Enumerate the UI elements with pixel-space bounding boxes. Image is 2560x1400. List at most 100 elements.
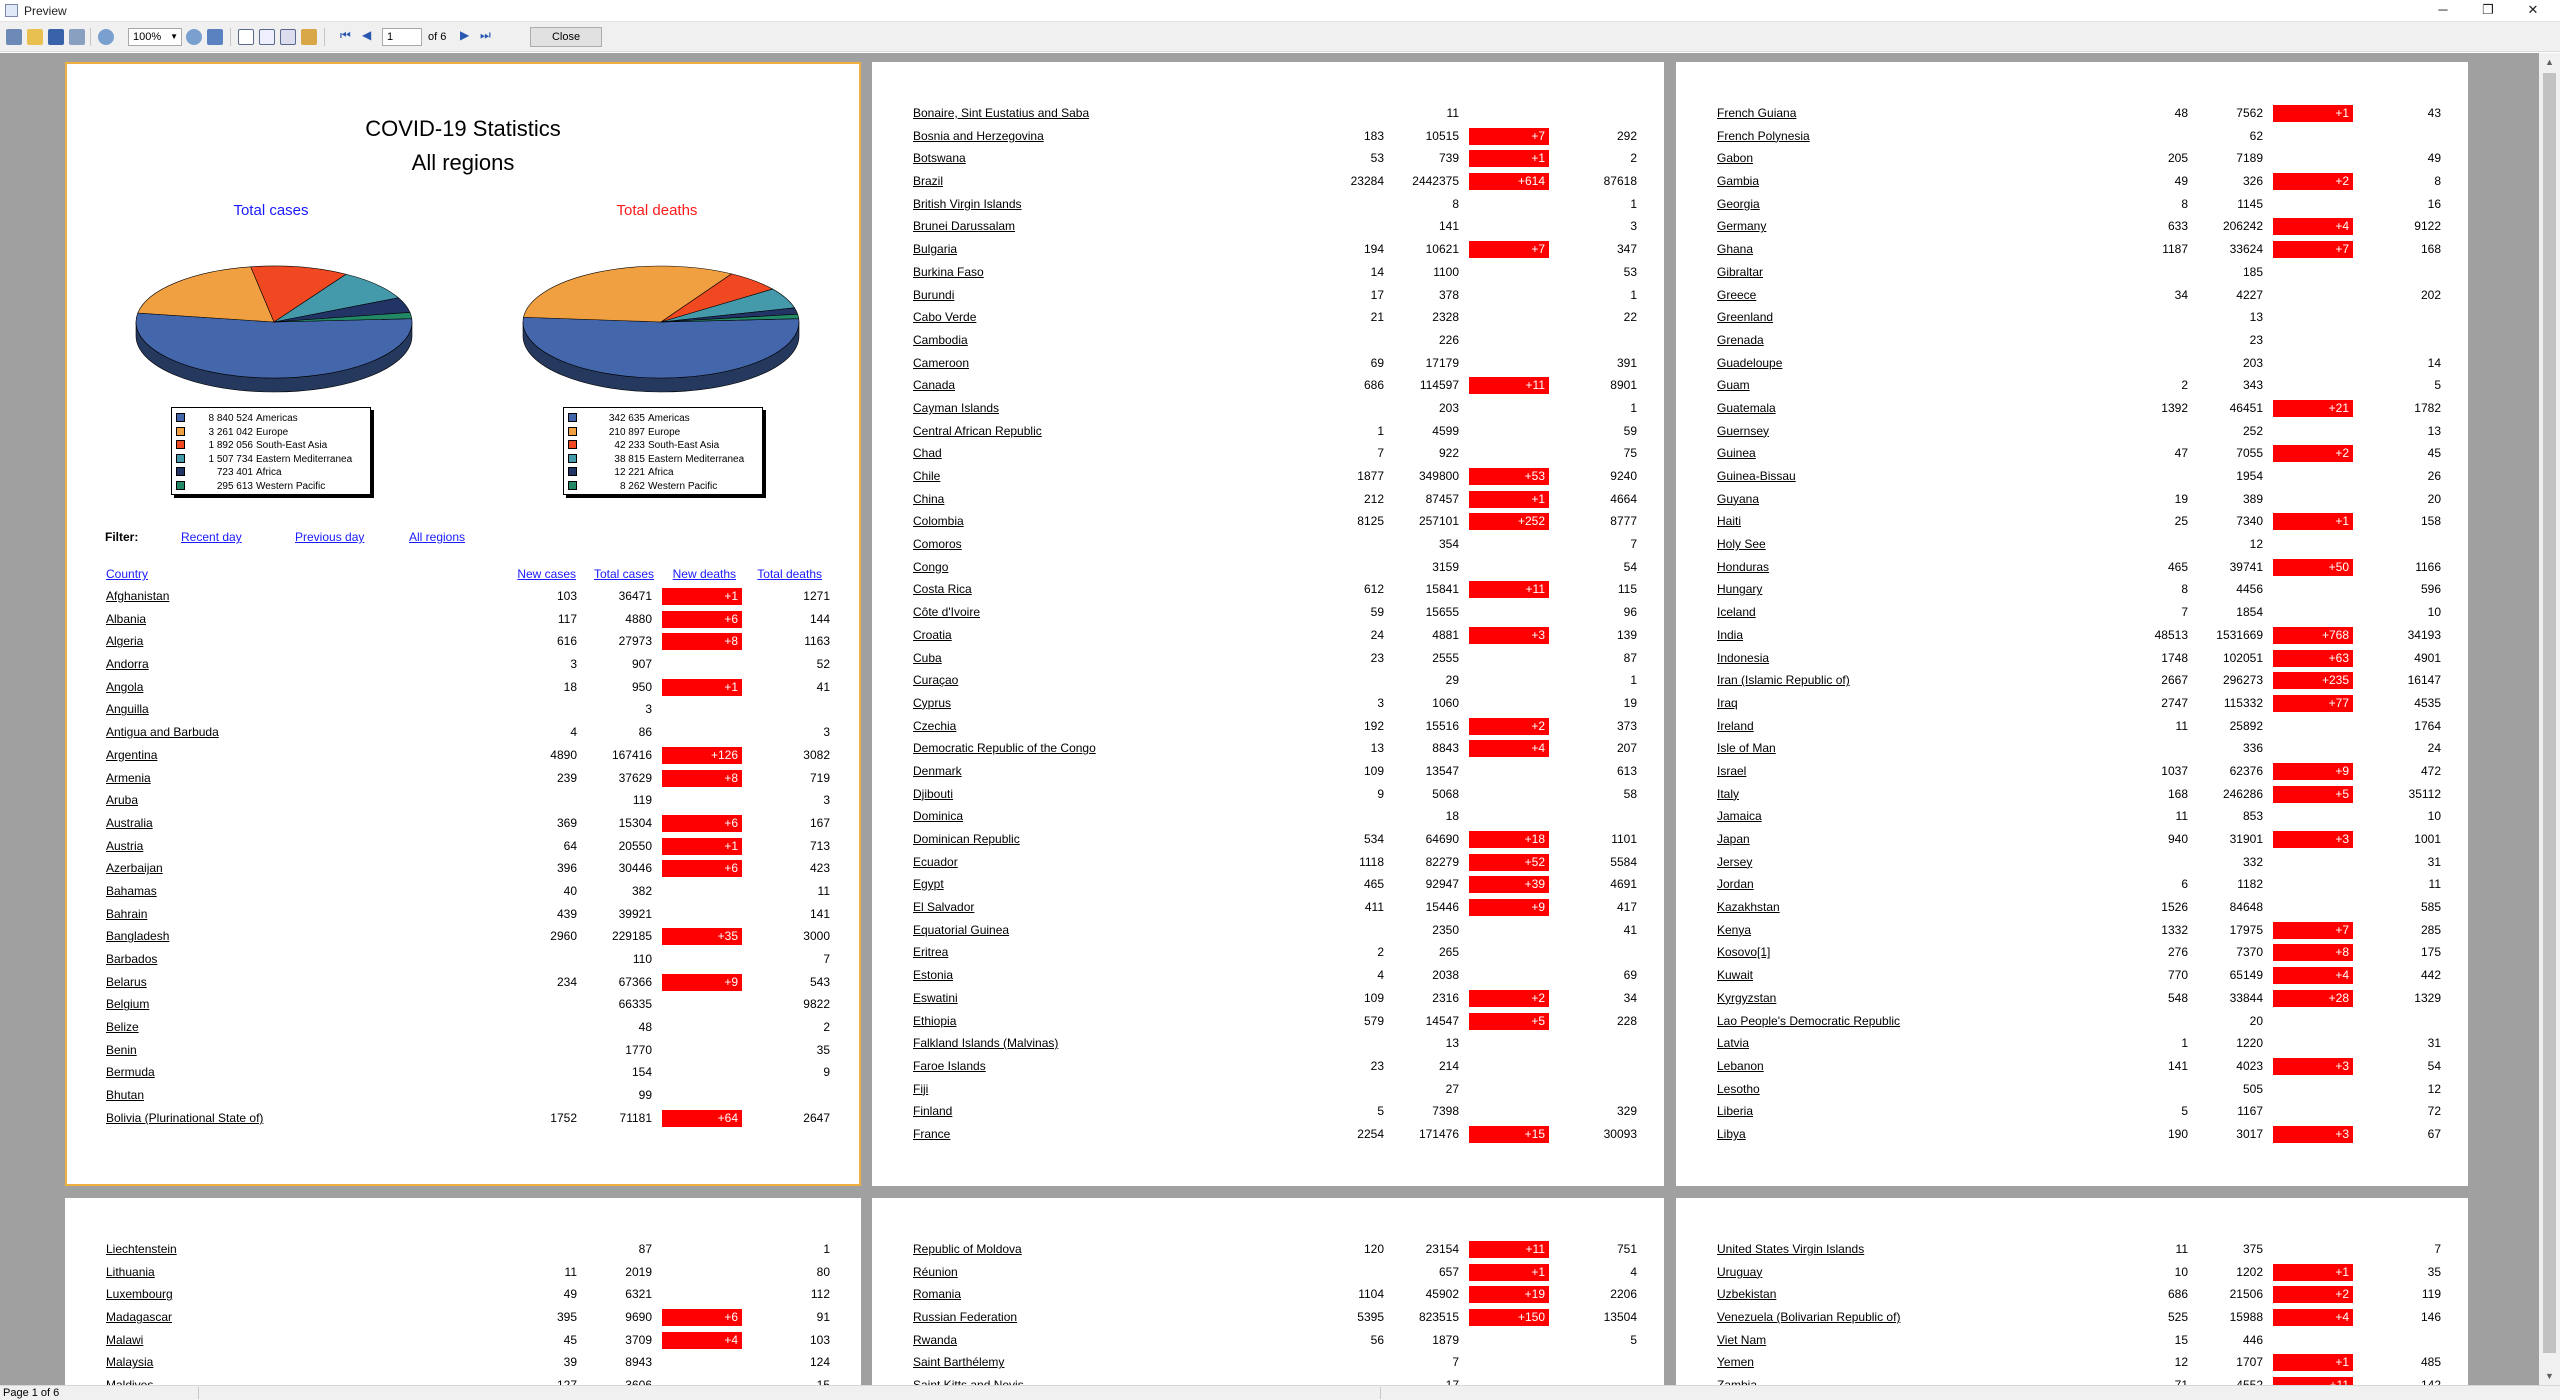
country-name-link[interactable]: Bahamas	[106, 883, 157, 898]
country-name-link[interactable]: Guyana	[1717, 491, 1760, 506]
country-name-link[interactable]: Eswatini	[913, 990, 958, 1005]
country-name-link[interactable]: Jamaica	[1717, 809, 1762, 824]
country-name-link[interactable]: Cyprus	[913, 695, 952, 710]
country-name-link[interactable]: Rwanda	[913, 1332, 958, 1347]
scroll-up-icon[interactable]: ▲	[2545, 57, 2554, 67]
report-page[interactable]: United States Virgin Islands 11 375 7 Urugua…	[1676, 1198, 2468, 1385]
country-name-link[interactable]: Argentina	[106, 747, 158, 762]
country-name-link[interactable]: Zambia	[1717, 1374, 2047, 1385]
prev-page-icon[interactable]: ◀	[362, 28, 372, 42]
country-name-link[interactable]: Latvia	[1717, 1036, 1750, 1051]
country-name-link[interactable]: Democratic Republic of the Congo	[913, 741, 1096, 756]
scroll-down-icon[interactable]: ▼	[2545, 1371, 2554, 1381]
country-name-link[interactable]: Lithuania	[106, 1264, 155, 1279]
country-name-link[interactable]: Gambia	[1717, 174, 1760, 189]
country-name-link[interactable]: Viet Nam	[1717, 1332, 1767, 1347]
country-name-link[interactable]: Republic of Moldova	[913, 1242, 1022, 1256]
fit-page-icon[interactable]	[207, 29, 223, 45]
country-name-link[interactable]: Egypt	[913, 877, 944, 892]
total-cases-column-header[interactable]: Total cases	[593, 567, 654, 581]
country-name-link[interactable]: Iraq	[1717, 695, 1738, 710]
country-name-link[interactable]: Finland	[913, 1104, 953, 1119]
find-icon[interactable]	[69, 29, 85, 45]
last-page-icon[interactable]: ⏭	[480, 28, 491, 42]
country-name-link[interactable]: Kuwait	[1717, 968, 1754, 983]
country-name-link[interactable]: Angola	[106, 679, 144, 694]
country-name-link[interactable]: Greece	[1717, 287, 1757, 302]
country-name-link[interactable]: Estonia	[913, 968, 954, 983]
vertical-scrollbar[interactable]: ▲ ▼	[2539, 53, 2560, 1385]
country-name-link[interactable]: Bangladesh	[106, 929, 170, 944]
country-name-link[interactable]: Brunei Darussalam	[913, 219, 1016, 234]
country-name-link[interactable]: Luxembourg	[106, 1287, 173, 1302]
country-name-link[interactable]: Yemen	[1717, 1355, 1754, 1370]
country-name-link[interactable]: Cuba	[913, 650, 942, 665]
country-name-link[interactable]: Lao People's Democratic Republic	[1717, 1013, 1901, 1028]
country-name-link[interactable]: Gibraltar	[1717, 264, 1764, 279]
report-page[interactable]: French Guiana 48 7562 +1 43 French Polynesia 6…	[1676, 62, 2468, 1186]
country-name-link[interactable]: Germany	[1717, 219, 1767, 234]
open-icon[interactable]	[27, 29, 43, 45]
country-name-link[interactable]: Honduras	[1717, 559, 1770, 574]
country-name-link[interactable]: Central African Republic	[913, 423, 1042, 438]
window-close-button[interactable]: ✕	[2527, 2, 2539, 17]
report-page[interactable]: Liechtenstein 87 1 Lithuania 11 2019 80 Luxembo…	[65, 1198, 861, 1385]
new-cases-column-header[interactable]: New cases	[517, 567, 576, 581]
country-name-link[interactable]: Armenia	[106, 770, 151, 785]
country-name-link[interactable]: Kyrgyzstan	[1717, 990, 1777, 1005]
country-name-link[interactable]: Congo	[913, 559, 949, 574]
country-name-link[interactable]: Benin	[106, 1042, 137, 1057]
close-preview-button[interactable]: Close	[530, 27, 602, 47]
country-name-link[interactable]: Jordan	[1717, 877, 1754, 892]
country-name-link[interactable]: Libya	[1717, 1126, 1746, 1141]
scrollbar-thumb[interactable]	[2543, 73, 2556, 1353]
country-name-link[interactable]: Albania	[106, 611, 147, 626]
country-name-link[interactable]: Holy See	[1717, 537, 1766, 552]
country-name-link[interactable]: Bonaire, Sint Eustatius and Saba	[913, 106, 1090, 120]
country-name-link[interactable]: Iran (Islamic Republic of)	[1717, 673, 1850, 688]
country-name-link[interactable]: Bahrain	[106, 906, 148, 921]
country-name-link[interactable]: Comoros	[913, 537, 962, 552]
country-name-link[interactable]: Côte d'Ivoire	[913, 605, 980, 620]
country-name-link[interactable]: Réunion	[913, 1264, 958, 1279]
country-name-link[interactable]: France	[913, 1126, 951, 1141]
country-name-link[interactable]: Costa Rica	[913, 582, 972, 597]
preview-viewport[interactable]: COVID-19 Statistics All regions Total ca…	[0, 53, 2539, 1385]
country-name-link[interactable]: Israel	[1717, 763, 1747, 778]
edit-icon[interactable]	[301, 29, 317, 45]
country-name-link[interactable]: Faroe Islands	[913, 1058, 986, 1073]
country-name-link[interactable]: Bermuda	[106, 1065, 155, 1080]
zoom-out-icon[interactable]	[186, 29, 202, 45]
country-name-link[interactable]: Brazil	[913, 174, 944, 189]
country-name-link[interactable]: Maldives	[106, 1374, 436, 1385]
country-name-link[interactable]: Madagascar	[106, 1310, 173, 1325]
country-name-link[interactable]: Romania	[913, 1287, 962, 1302]
filter-recent-day-link[interactable]: Recent day	[181, 530, 242, 544]
country-name-link[interactable]: Indonesia	[1717, 650, 1770, 665]
country-name-link[interactable]: Burkina Faso	[913, 264, 984, 279]
country-name-link[interactable]: Falkland Islands (Malvinas)	[913, 1036, 1059, 1051]
country-name-link[interactable]: Guatemala	[1717, 400, 1776, 415]
country-name-link[interactable]: Belize	[106, 1020, 139, 1035]
multi-page-icon[interactable]	[280, 29, 296, 45]
country-name-link[interactable]: Bhutan	[106, 1088, 145, 1103]
country-name-link[interactable]: Greenland	[1717, 310, 1774, 325]
country-name-link[interactable]: Ecuador	[913, 854, 958, 869]
country-name-link[interactable]: Lesotho	[1717, 1081, 1760, 1096]
maximize-button[interactable]: ❐	[2482, 2, 2494, 17]
country-name-link[interactable]: Eritrea	[913, 945, 949, 960]
country-name-link[interactable]: Venezuela (Bolivarian Republic of)	[1717, 1310, 1901, 1325]
country-name-link[interactable]: Algeria	[106, 634, 144, 649]
minimize-button[interactable]: ─	[2438, 2, 2448, 17]
country-name-link[interactable]: Ireland	[1717, 718, 1754, 733]
country-name-link[interactable]: Dominica	[913, 809, 964, 824]
country-name-link[interactable]: Lebanon	[1717, 1058, 1764, 1073]
country-name-link[interactable]: Saint Kitts and Nevis	[913, 1374, 1243, 1385]
country-name-link[interactable]: Haiti	[1717, 514, 1742, 529]
country-name-link[interactable]: Croatia	[913, 627, 952, 642]
country-name-link[interactable]: Uzbekistan	[1717, 1287, 1777, 1302]
report-page[interactable]: Republic of Moldova 120 23154 +11 751 Réunion…	[872, 1198, 1664, 1385]
country-name-link[interactable]: Guinea-Bissau	[1717, 469, 1796, 483]
country-name-link[interactable]: Cayman Islands	[913, 400, 1000, 415]
country-name-link[interactable]: Uruguay	[1717, 1264, 1763, 1279]
